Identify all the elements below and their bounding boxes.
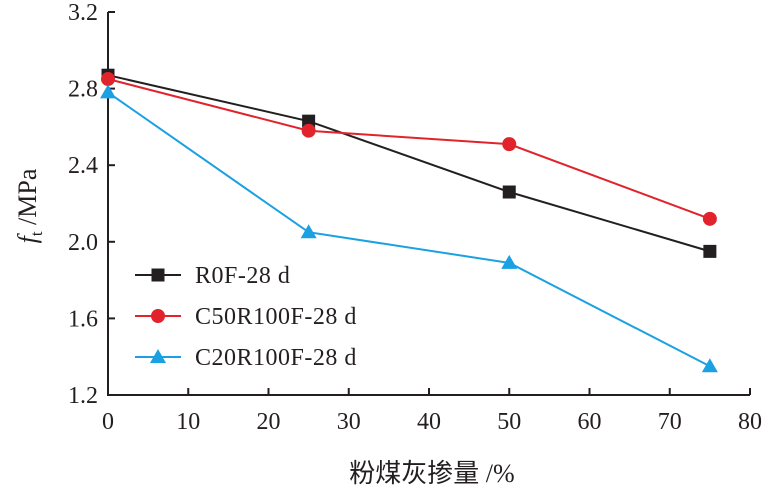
legend-label: C50R100F-28 d (195, 304, 357, 330)
y-axis-subscript: t (27, 231, 46, 236)
x-tick-label: 60 (578, 409, 602, 435)
legend-marker (151, 309, 165, 323)
x-tick-label: 80 (738, 409, 762, 435)
series-c50r100f-28-d (101, 72, 717, 226)
data-point (702, 211, 717, 226)
x-tick-label: 50 (497, 409, 521, 435)
y-tick-label: 2.0 (68, 230, 98, 256)
series-r0f-28-d (101, 68, 717, 258)
y-tick-label: 3.2 (68, 0, 98, 26)
data-point (300, 224, 317, 239)
x-tick-label: 0 (102, 409, 114, 435)
data-point (100, 84, 116, 99)
legend-item: R0F-28 d (135, 263, 290, 289)
series-c20r100f-28-d (100, 84, 718, 373)
data-point (701, 358, 718, 373)
y-tick-label: 1.6 (68, 306, 98, 332)
legend-label: C20R100F-28 d (195, 345, 357, 371)
y-axis-title: ft /MPa (13, 168, 46, 243)
x-tick-label: 30 (337, 409, 361, 435)
legend-marker (151, 268, 165, 282)
legend-item: C20R100F-28 d (135, 345, 357, 371)
y-tick-label: 1.2 (68, 383, 98, 409)
x-tick-label: 20 (257, 409, 281, 435)
x-tick-label: 70 (658, 409, 682, 435)
data-point (302, 114, 316, 128)
y-tick-label: 2.4 (68, 153, 98, 179)
legend-marker (150, 349, 166, 363)
data-point (703, 244, 717, 258)
y-axis-unit: /MPa (13, 168, 42, 231)
legend: R0F-28 d C50R100F-28 d C20R100F-28 d (135, 263, 357, 371)
axes (107, 12, 750, 396)
data-point (301, 123, 316, 138)
x-tick-label: 10 (176, 409, 200, 435)
series-line (107, 74, 711, 253)
series-layer (100, 68, 718, 373)
data-point (501, 254, 518, 269)
series-line (107, 78, 711, 220)
data-point (502, 137, 517, 152)
y-axis-symbol: f (13, 232, 42, 243)
y-ticks: 1.2 1.6 2.0 2.4 2.8 3.2 (68, 0, 115, 409)
data-point (101, 72, 115, 87)
x-tick-label: 40 (417, 409, 441, 435)
x-ticks: 0 10 20 30 40 50 60 70 80 (102, 388, 762, 435)
legend-label: R0F-28 d (195, 263, 290, 289)
data-point (502, 185, 516, 199)
y-tick-label: 2.8 (68, 77, 98, 103)
x-axis-title: 粉煤灰掺量 /% (349, 459, 514, 488)
series-line (107, 91, 711, 368)
legend-item: C50R100F-28 d (135, 304, 357, 330)
